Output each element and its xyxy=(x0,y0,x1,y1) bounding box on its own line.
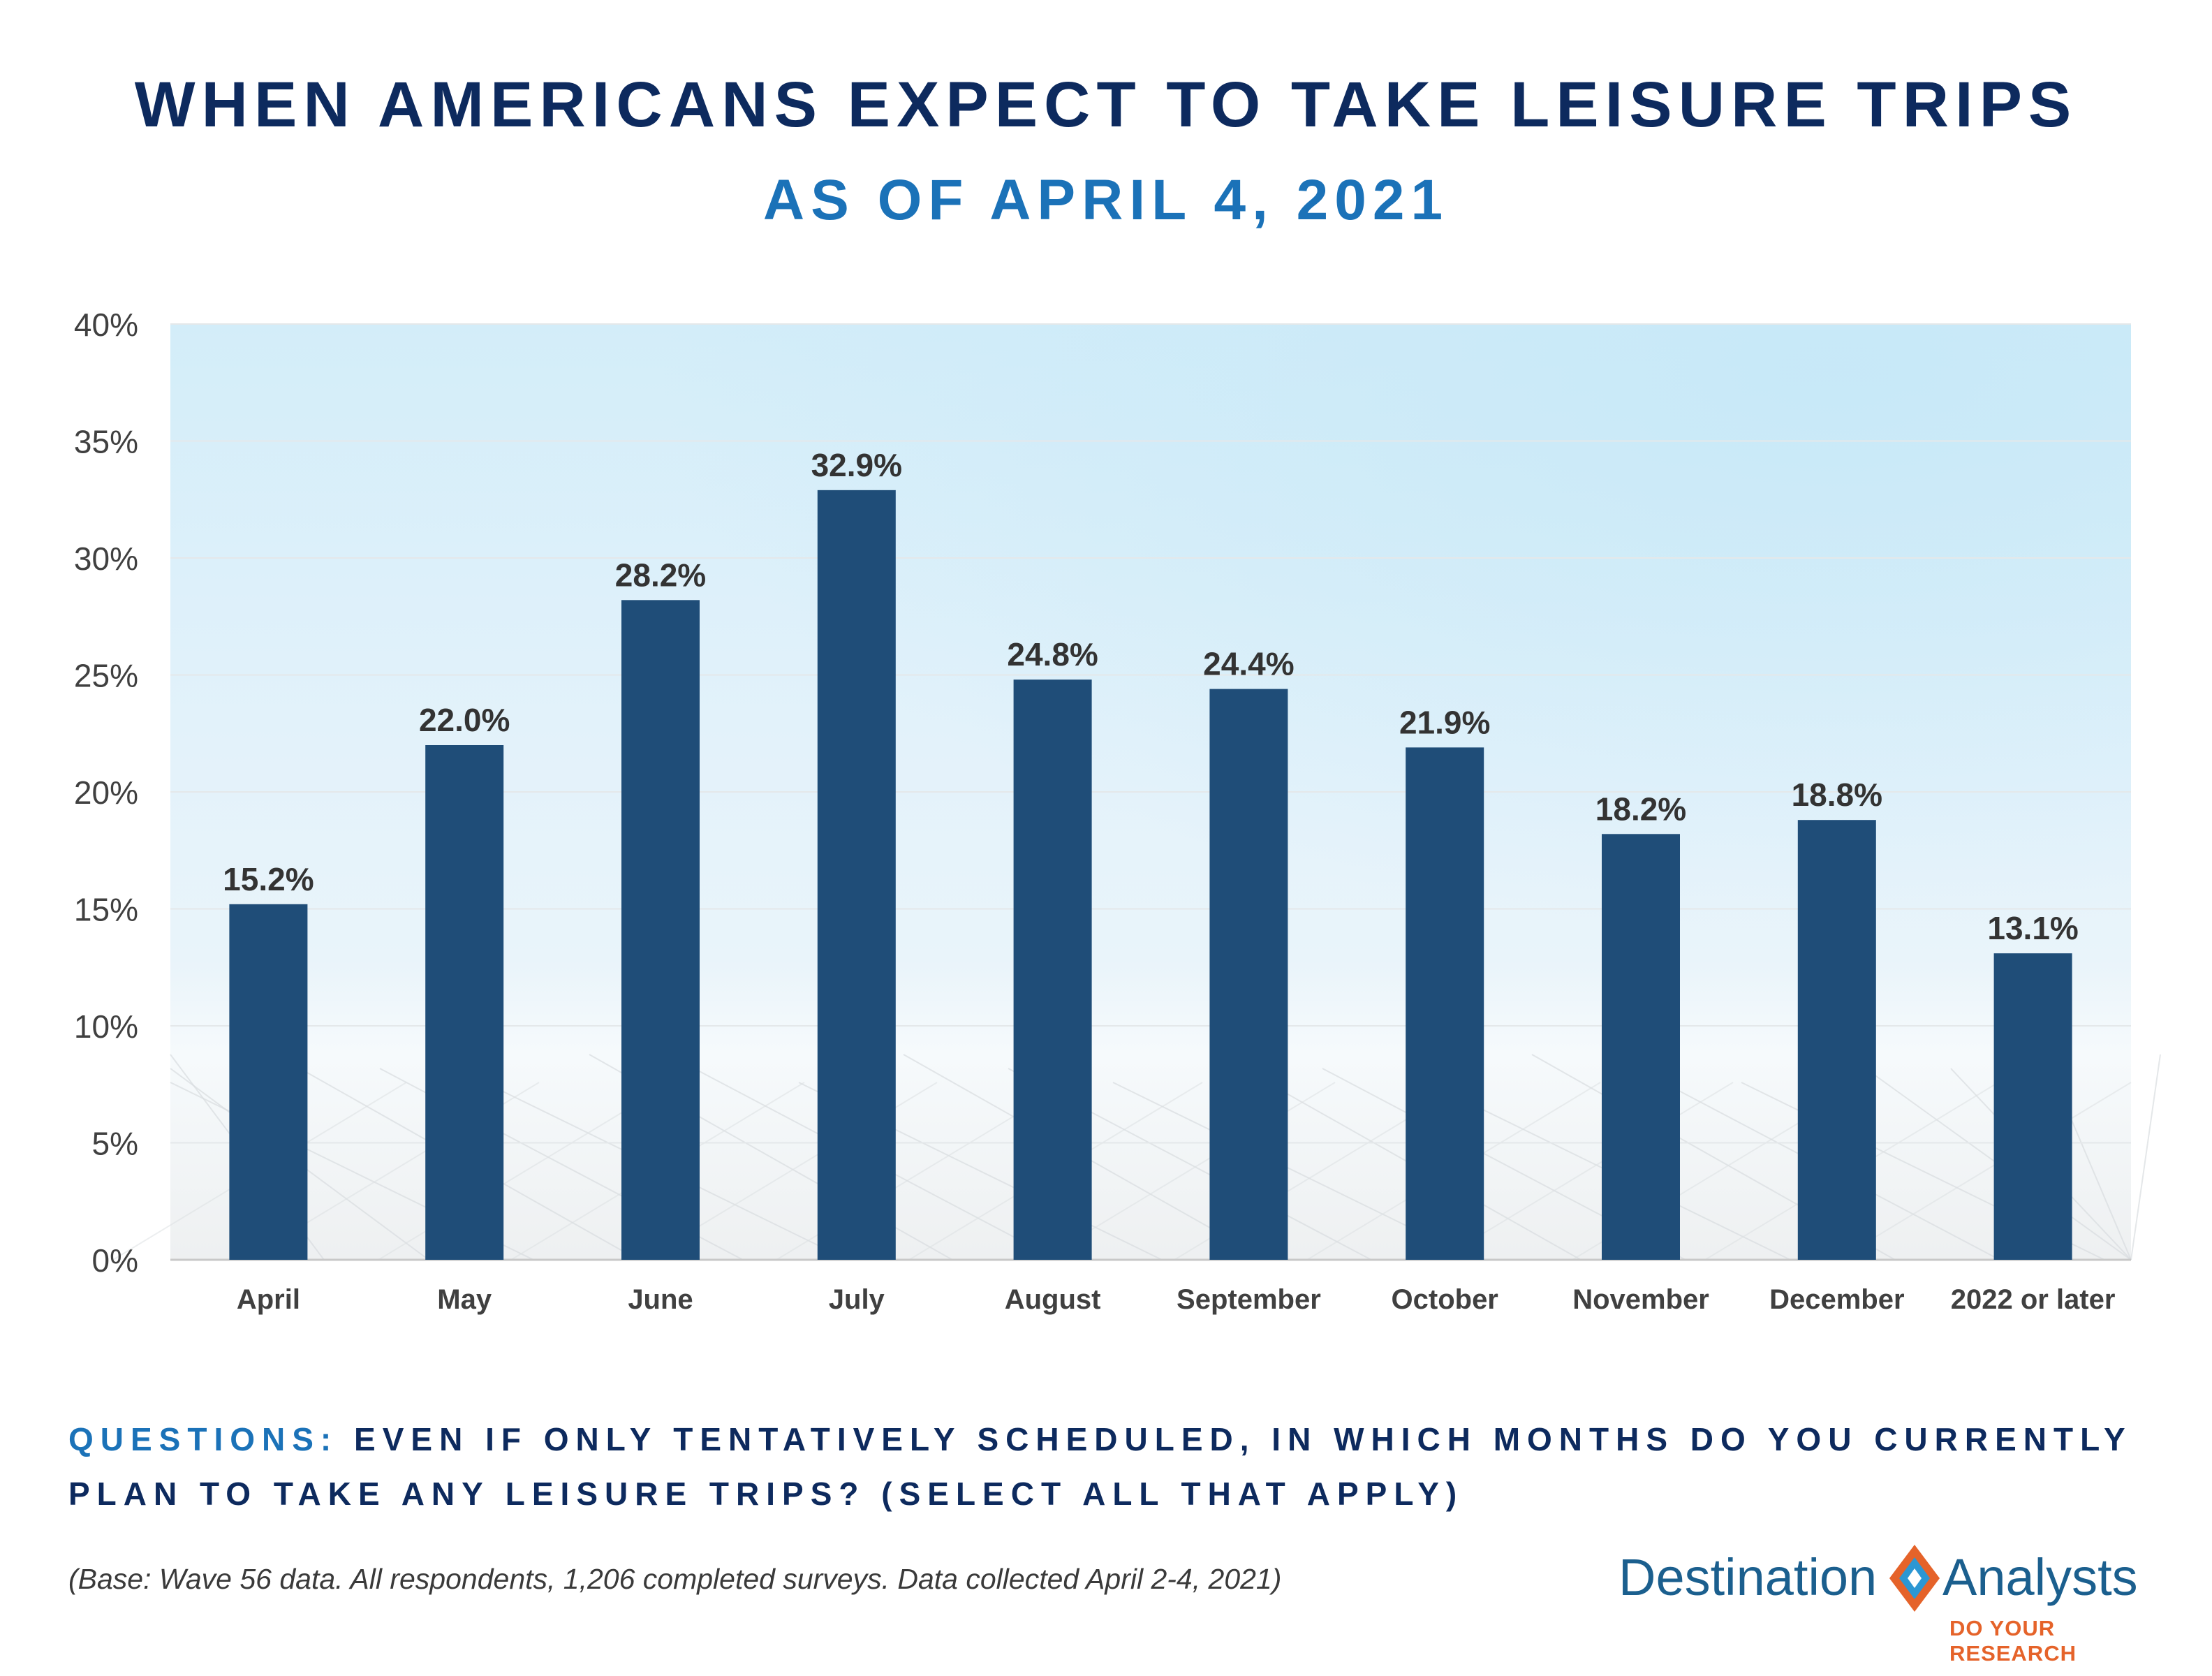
y-tick-label: 15% xyxy=(74,892,138,928)
x-tick-label: November xyxy=(1572,1284,1709,1315)
x-tick-label: May xyxy=(437,1284,492,1315)
x-tick-label: October xyxy=(1392,1284,1498,1315)
y-tick-label: 35% xyxy=(74,424,138,460)
data-label: 32.9% xyxy=(811,447,902,483)
diamond-logo-icon xyxy=(1889,1545,1940,1612)
floor-line xyxy=(1837,1082,2132,1260)
y-tick-label: 25% xyxy=(74,658,138,694)
x-tick-label: August xyxy=(1005,1284,1101,1315)
question-body: EVEN IF ONLY TENTATIVELY SCHEDULED, IN W… xyxy=(68,1421,2132,1512)
data-label: 24.8% xyxy=(1007,636,1098,672)
logo-word-analysts: Analysts xyxy=(1942,1548,2138,1606)
data-label: 28.2% xyxy=(615,557,706,593)
data-label: 21.9% xyxy=(1399,704,1490,740)
destination-analysts-logo: Destination Analysts DO YOUR RESEARCH xyxy=(1619,1541,2177,1666)
bar xyxy=(1602,834,1680,1260)
data-labels: 15.2% 22.0% 28.2% 32.9% 24.8% 24.4% 21.9% 18.2%… xyxy=(223,447,2079,946)
data-label: 22.0% xyxy=(419,702,510,738)
x-axis-ticks: April May June July August September October No… xyxy=(237,1284,2116,1315)
bar xyxy=(1797,820,1876,1260)
floor-line xyxy=(1845,1054,2132,1260)
x-tick-label: June xyxy=(628,1284,693,1315)
bar xyxy=(425,745,504,1260)
data-label: 18.8% xyxy=(1792,777,1882,813)
data-label: 15.2% xyxy=(223,861,314,897)
bar xyxy=(817,490,896,1260)
y-tick-label: 40% xyxy=(74,307,138,343)
y-tick-label: 0% xyxy=(92,1242,138,1279)
y-tick-label: 10% xyxy=(74,1008,138,1045)
chart-title: WHEN AMERICANS EXPECT TO TAKE LEISURE TR… xyxy=(134,69,2078,140)
bar xyxy=(1209,689,1288,1260)
logo-word-destination: Destination xyxy=(1619,1548,1878,1606)
floor-line xyxy=(2130,1054,2161,1260)
y-axis-ticks: 0% 5% 10% 15% 20% 25% 30% 35% 40% xyxy=(74,307,138,1279)
data-label: 13.1% xyxy=(1987,910,2078,946)
floor-line xyxy=(1439,1082,1734,1260)
bar xyxy=(1406,747,1484,1260)
data-label: 18.2% xyxy=(1595,791,1686,827)
question-text: QUESTIONS: EVEN IF ONLY TENTATIVELY SCHE… xyxy=(68,1412,2149,1521)
bars xyxy=(229,490,2072,1260)
chart-subtitle: AS OF APRIL 4, 2021 xyxy=(762,168,1450,232)
bar xyxy=(229,904,308,1260)
x-tick-label: April xyxy=(237,1284,300,1315)
bar xyxy=(1013,679,1092,1260)
x-tick-label: July xyxy=(829,1284,885,1315)
y-tick-label: 20% xyxy=(74,774,138,811)
bar xyxy=(1993,953,2072,1260)
data-label: 24.4% xyxy=(1203,646,1294,682)
logo-tagline: DO YOUR RESEARCH xyxy=(1949,1616,2077,1666)
bar-chart: 15.2% 22.0% 28.2% 32.9% 24.8% 24.4% 21.9% 18.2%… xyxy=(74,307,2161,1315)
y-tick-label: 5% xyxy=(92,1126,138,1162)
x-tick-label: 2022 or later xyxy=(1951,1284,2116,1315)
question-label: QUESTIONS: xyxy=(68,1421,339,1457)
base-note: (Base: Wave 56 data. All respondents, 1,… xyxy=(68,1563,1282,1595)
y-tick-label: 30% xyxy=(74,541,138,577)
x-tick-label: September xyxy=(1177,1284,1321,1315)
bar xyxy=(621,600,700,1260)
x-tick-label: December xyxy=(1769,1284,1904,1315)
